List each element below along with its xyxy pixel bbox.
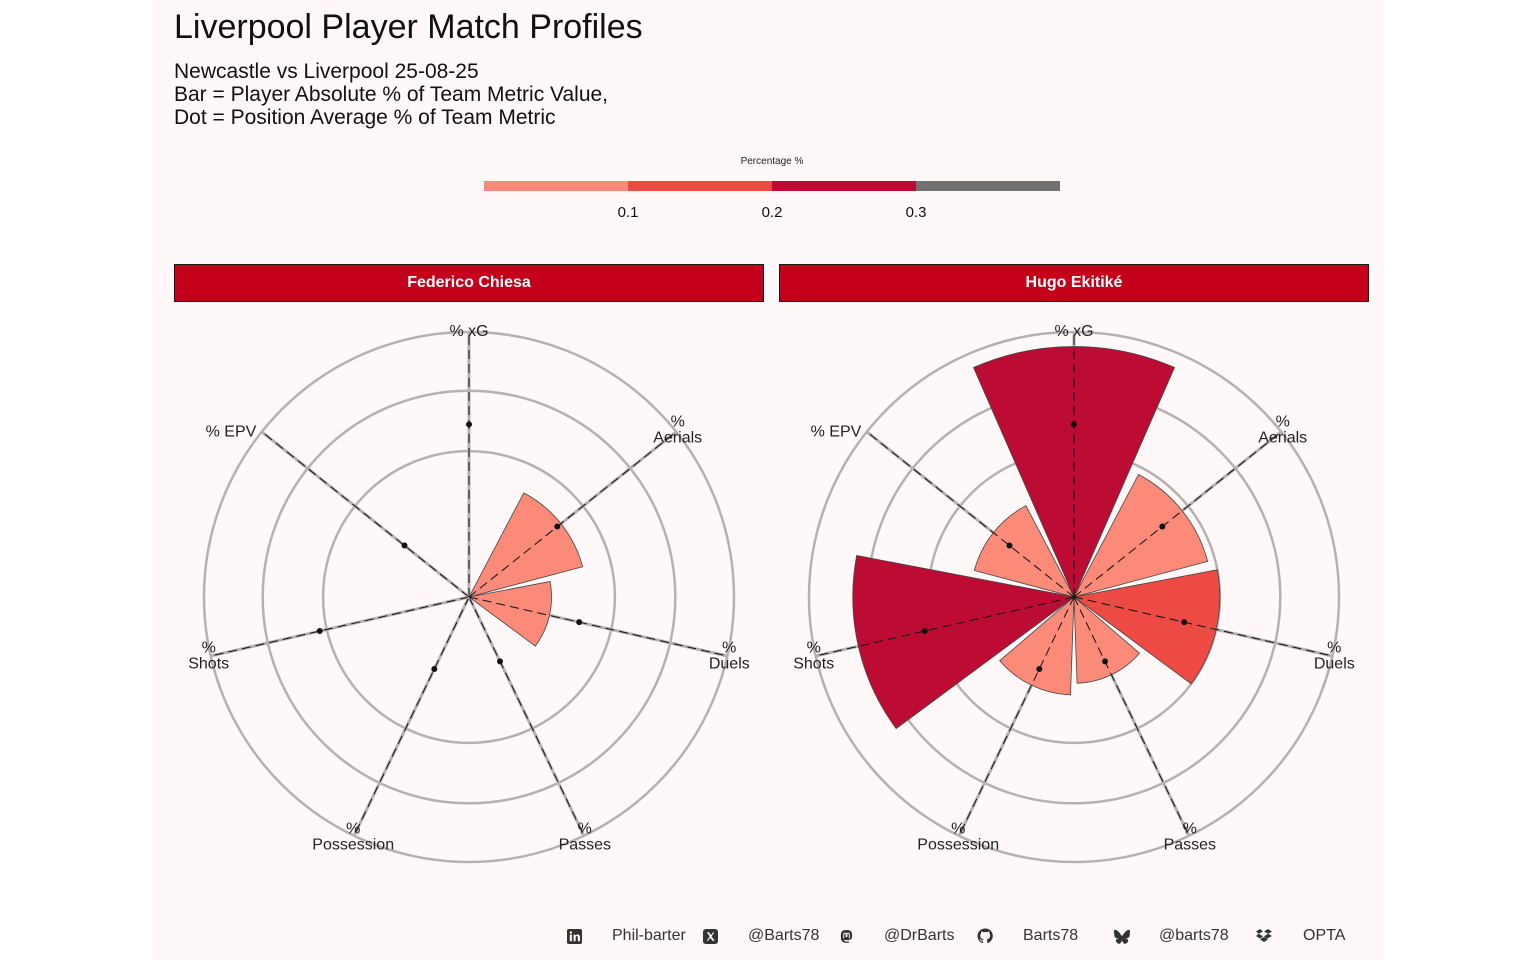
- footer-item-x[interactable]: @Barts78: [702, 924, 819, 948]
- bar-wedge: [972, 346, 1176, 598]
- x-twitter-icon: [702, 928, 718, 944]
- github-icon: [977, 928, 993, 944]
- footer-item-github[interactable]: Barts78: [977, 924, 1078, 948]
- footer-label: @Barts78: [748, 927, 820, 944]
- bar-wedge: [1073, 473, 1209, 598]
- position-avg-dot: [431, 666, 438, 672]
- axis-label: Aerials: [653, 430, 702, 447]
- axis-label: %: [1276, 414, 1290, 431]
- subtitle-line-2: Bar = Player Absolute % of Team Metric V…: [174, 83, 609, 106]
- axis-label: Passes: [1164, 837, 1216, 854]
- linkedin-icon: [566, 928, 582, 944]
- axis-label: % EPV: [206, 424, 257, 441]
- subtitle-line-3: Dot = Position Average % of Team Metric: [174, 106, 556, 129]
- mastodon-icon: [838, 928, 854, 944]
- footer-label: @DrBarts: [884, 927, 955, 944]
- position-avg-dot: [1159, 523, 1166, 530]
- legend-tick: 0.2: [761, 204, 783, 221]
- spoke-dash-overlay: [1073, 596, 1217, 630]
- bar-wedge: [852, 555, 1075, 730]
- footer-label: Barts78: [1023, 927, 1079, 944]
- legend-swatch-2: [628, 181, 772, 191]
- position-avg-dot: [1181, 619, 1188, 626]
- facet-strip-hugo-ekitike: Hugo Ekitiké: [779, 264, 1369, 302]
- chart-subtitle: Newcastle vs Liverpool 25-08-25 Bar = Pl…: [174, 60, 608, 129]
- legend-swatch-3: [772, 181, 916, 191]
- axis-label: Possession: [917, 837, 999, 854]
- axis-label: % xG: [1054, 323, 1093, 340]
- footer-label: @barts78: [1159, 927, 1229, 944]
- axis-label: %: [671, 414, 685, 431]
- position-avg-dot: [466, 421, 472, 428]
- axis-label: % xG: [449, 323, 488, 340]
- legend-title: Percentage %: [740, 156, 804, 167]
- axis-label: %: [807, 639, 821, 656]
- legend-tick: 0.3: [905, 204, 927, 221]
- position-avg-dot: [554, 523, 561, 530]
- legend-colorbar: [484, 181, 1060, 191]
- spoke-dash: [468, 596, 585, 837]
- position-avg-dot: [497, 658, 503, 665]
- legend-tick: 0.1: [617, 204, 639, 221]
- axis-label: Passes: [559, 837, 611, 854]
- facet-strip-federico-chiesa: Federico Chiesa: [174, 264, 764, 302]
- axis-label: %: [1183, 821, 1197, 838]
- position-avg-dot: [1071, 421, 1077, 428]
- footer-item-dropbox[interactable]: OPTA: [1256, 924, 1345, 948]
- position-avg-dot: [1006, 542, 1013, 549]
- spoke-dash: [261, 431, 470, 598]
- position-avg-dot: [1102, 658, 1108, 665]
- axis-label: Shots: [188, 655, 229, 672]
- dropbox-icon: [1256, 928, 1272, 944]
- axis-label: %: [578, 821, 592, 838]
- position-avg-dot: [401, 542, 408, 549]
- axis-label: %: [1327, 639, 1341, 656]
- bluesky-icon: [1114, 928, 1130, 944]
- axis-label: Duels: [1314, 655, 1355, 672]
- axis-label: Possession: [312, 837, 394, 854]
- footer-label: OPTA: [1303, 927, 1346, 944]
- bar-wedge: [468, 492, 584, 598]
- footer-item-bluesky[interactable]: @barts78: [1114, 924, 1229, 948]
- axis-label: %: [951, 821, 965, 838]
- axis-label: %: [202, 639, 216, 656]
- subtitle-line-1: Newcastle vs Liverpool 25-08-25: [174, 60, 479, 83]
- legend-swatch-4: [916, 181, 1060, 191]
- position-avg-dot: [316, 628, 323, 634]
- spoke-dash: [353, 596, 470, 837]
- spoke-dash-overlay: [468, 523, 562, 598]
- spoke-dash-overlay: [1031, 596, 1075, 686]
- position-avg-dot: [1036, 666, 1043, 672]
- axis-label: Shots: [793, 655, 834, 672]
- axis-label: Aerials: [1258, 430, 1307, 447]
- axis-label: Duels: [709, 655, 750, 672]
- bar-wedge: [468, 581, 552, 647]
- axis-label: %: [346, 821, 360, 838]
- position-avg-dot: [921, 628, 928, 634]
- footer-item-mastodon[interactable]: @DrBarts: [838, 924, 954, 948]
- chart-title: Liverpool Player Match Profiles: [174, 8, 643, 46]
- axis-label: % EPV: [811, 424, 862, 441]
- legend-swatch-1: [484, 181, 628, 191]
- spoke-dash-overlay: [858, 596, 1075, 647]
- position-avg-dot: [576, 619, 583, 626]
- footer-item-linkedin[interactable]: Phil-barter: [566, 924, 686, 948]
- bar-wedge: [999, 596, 1075, 696]
- footer-label: Phil-barter: [612, 927, 686, 944]
- spoke-dash: [210, 596, 470, 657]
- axis-label: %: [722, 639, 736, 656]
- spoke-dash-overlay: [993, 532, 1075, 598]
- footer-credits: Phil-barter @Barts78 @DrBarts Barts78 @b…: [0, 924, 1536, 948]
- plot-background: [152, 0, 1384, 960]
